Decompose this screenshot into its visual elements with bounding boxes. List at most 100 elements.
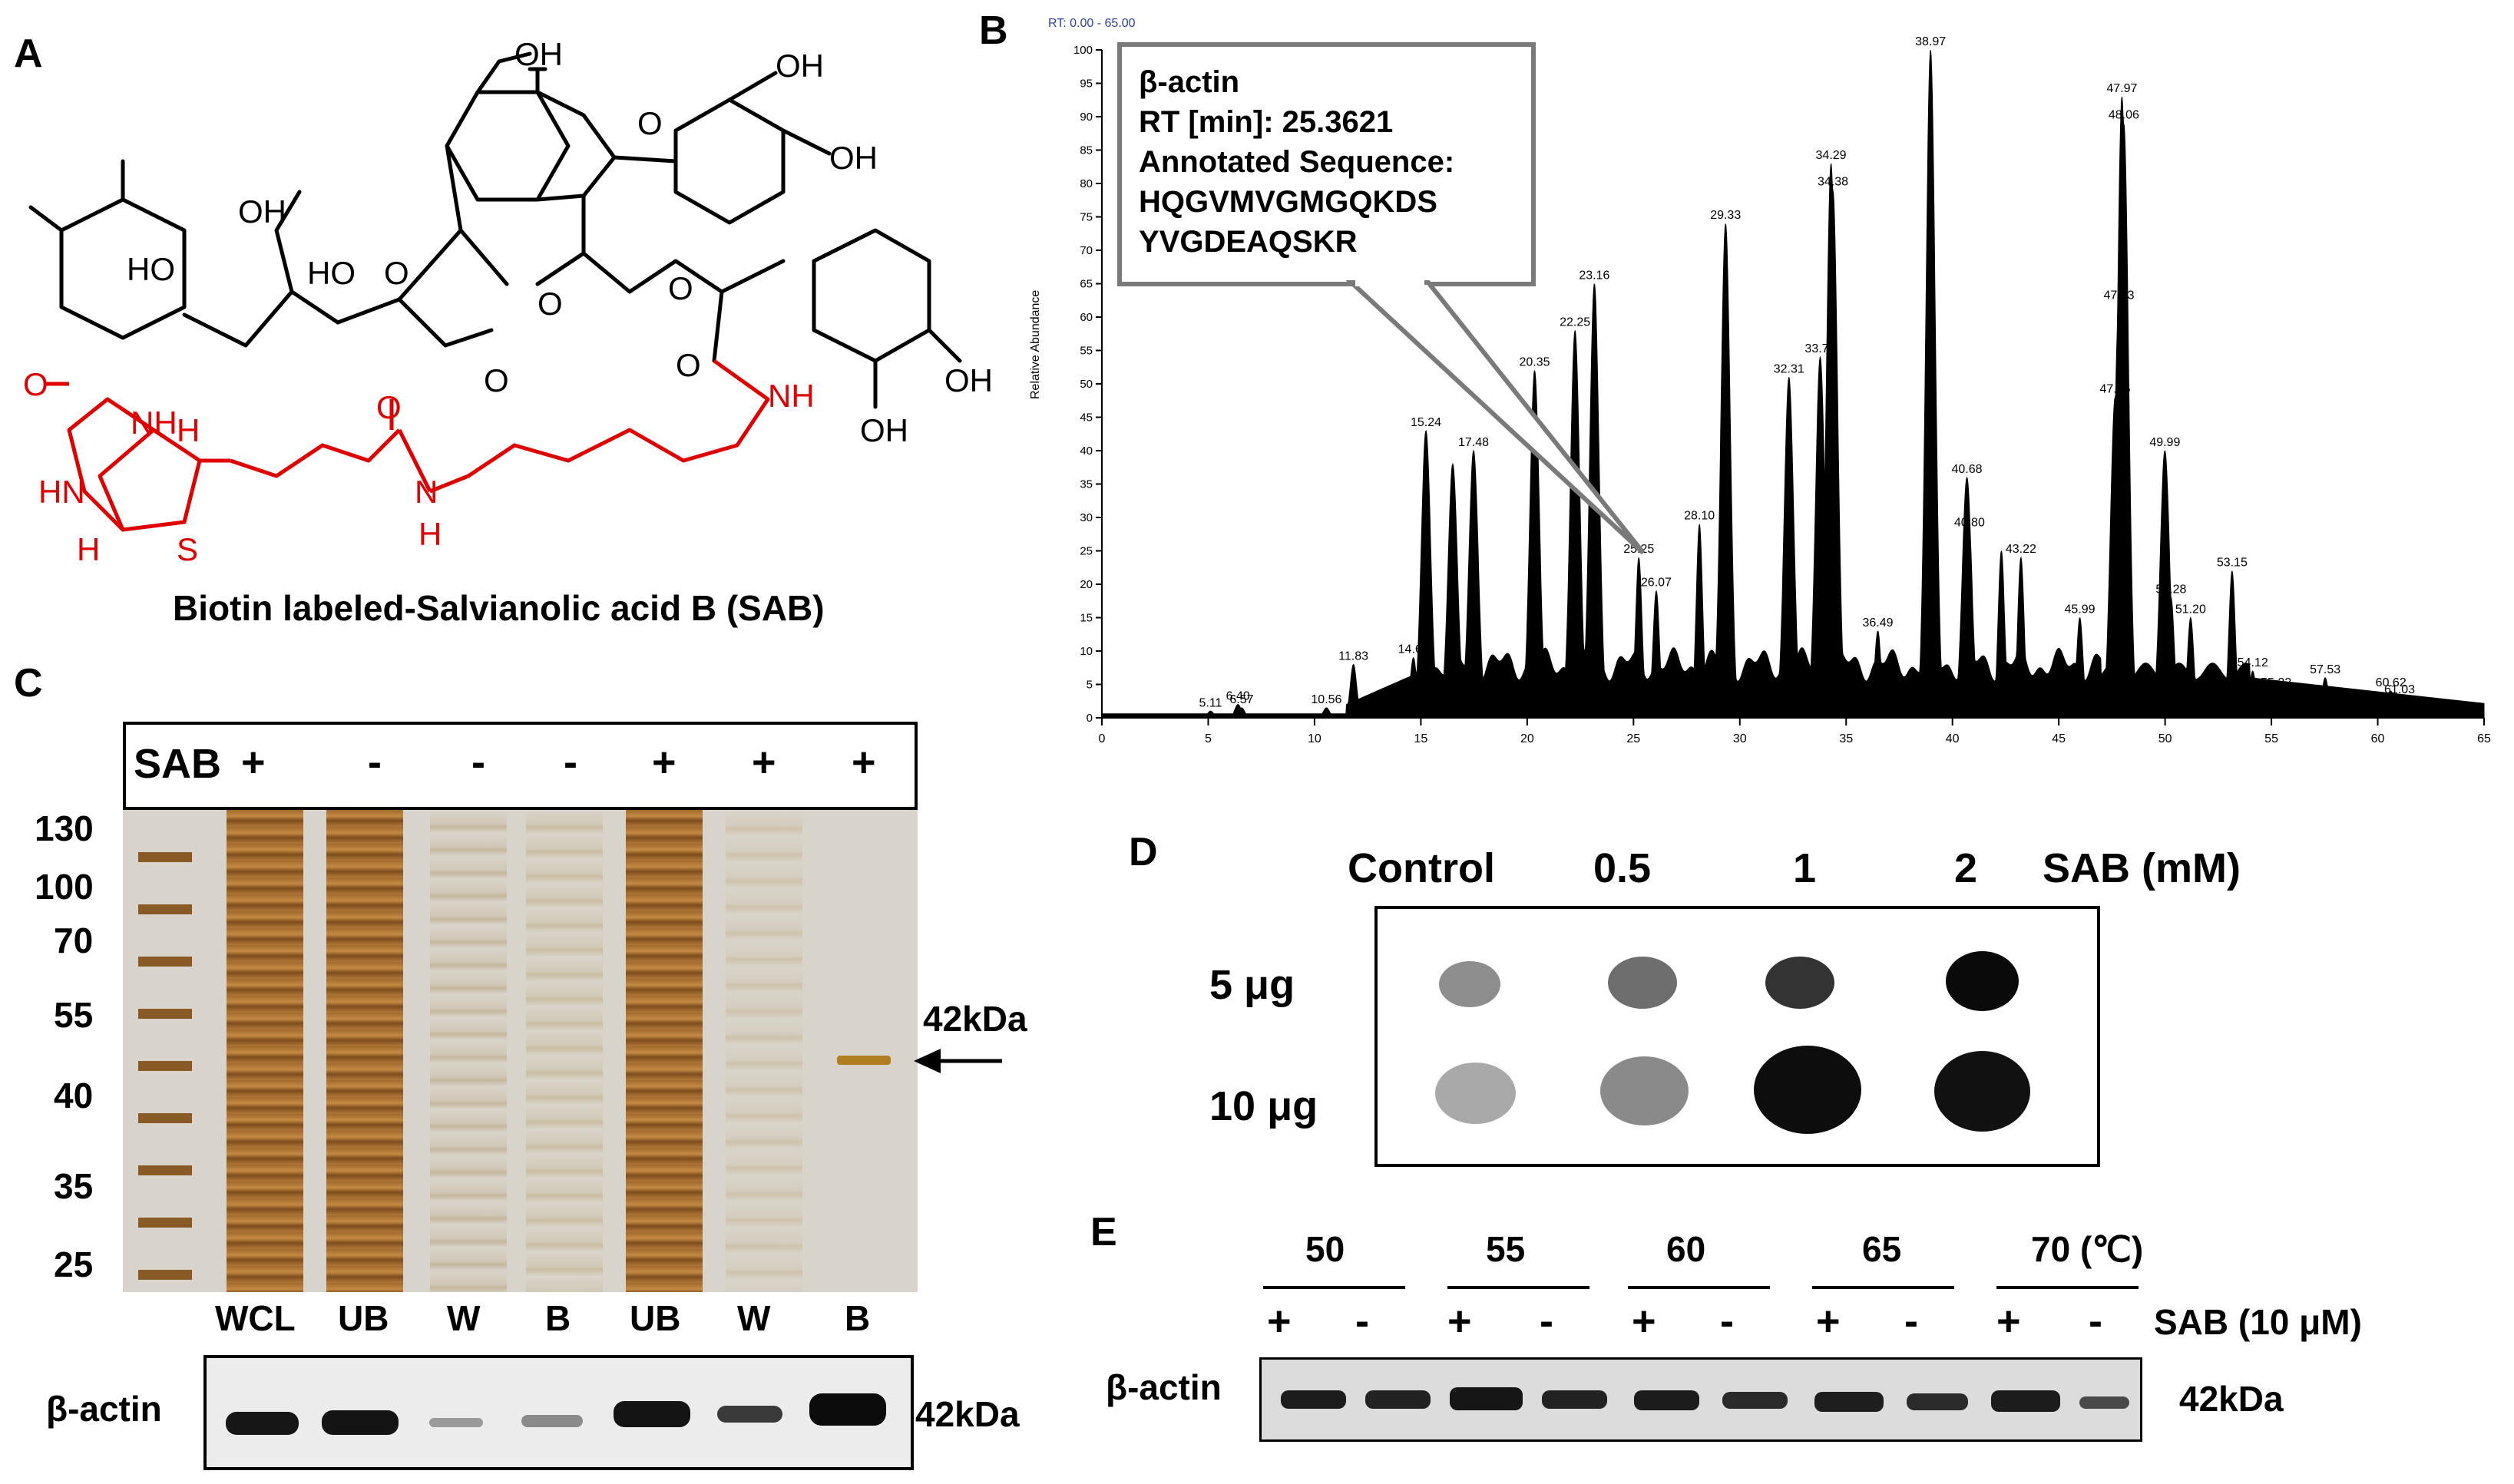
- marker-70: 70: [54, 920, 94, 960]
- callout-pointer: [1345, 279, 1646, 555]
- temp-55: 55: [1486, 1229, 1526, 1269]
- x-tick-label: 45: [2052, 732, 2066, 745]
- y-tick-label: 80: [1080, 177, 1093, 190]
- atom-o-red: O: [376, 389, 402, 425]
- atom-hn-red: HN: [38, 474, 85, 510]
- x-tick-label: 65: [2477, 732, 2491, 745]
- peak-label: 60.62: [2376, 676, 2406, 689]
- temp-line-55: [1447, 1286, 1589, 1289]
- peak-label: 40.80: [1954, 516, 1985, 529]
- dot-10ug-1: [1754, 1046, 1861, 1134]
- gel-lane-w1: [430, 810, 507, 1292]
- dot-col-0-5: 0.5: [1593, 845, 1652, 891]
- peak-label: 23.16: [1579, 269, 1609, 283]
- gel-lane-ub2: [626, 810, 703, 1292]
- lane-sign-2: -: [368, 739, 382, 785]
- atom-s-red: S: [177, 531, 198, 567]
- dot-col-control: Control: [1348, 845, 1495, 891]
- silver-gel: [123, 810, 918, 1292]
- marker-40: 40: [54, 1076, 94, 1115]
- e-sign-8: -: [1904, 1298, 1918, 1344]
- peak-label: 10.56: [1311, 693, 1341, 706]
- atom-ho-1: HO: [127, 251, 175, 287]
- y-tick-label: 95: [1080, 78, 1093, 91]
- blot-c-kda: 42kDa: [915, 1394, 1020, 1434]
- atom-oh-6: OH: [860, 412, 908, 448]
- panel-d-letter: D: [1129, 830, 1158, 874]
- atom-h2-red: H: [177, 412, 200, 448]
- blot-e-band-7: [1814, 1392, 1884, 1412]
- e-sign-5: +: [1632, 1298, 1656, 1344]
- lane-sign-4: -: [564, 739, 577, 785]
- blot-e-band-3: [1450, 1387, 1523, 1410]
- peak-label: 6.57: [1229, 693, 1253, 706]
- blot-c-band-2: [322, 1410, 399, 1435]
- lane-sign-5: +: [652, 739, 676, 785]
- gel-lane-w2: [726, 810, 802, 1292]
- e-sign-3: +: [1447, 1298, 1472, 1344]
- blot-c: [203, 1355, 914, 1470]
- lane-label-b2: B: [845, 1298, 871, 1338]
- temp-60: 60: [1666, 1229, 1706, 1269]
- peak-label: 14.65: [1398, 643, 1429, 656]
- atom-h3-red: H: [77, 531, 100, 567]
- peak-label: 47.83: [2103, 289, 2134, 302]
- peak-label: 28.10: [1684, 510, 1715, 523]
- lane-sign-6: +: [752, 739, 776, 785]
- temp-50: 50: [1305, 1229, 1345, 1269]
- x-tick-label: 25: [1626, 732, 1640, 745]
- y-tick-label: 35: [1080, 478, 1093, 491]
- x-tick-label: 30: [1733, 732, 1747, 745]
- y-tick-label: 65: [1080, 278, 1093, 291]
- x-tick-label: 35: [1839, 732, 1853, 745]
- blot-c-band-4: [521, 1415, 583, 1427]
- atom-o-3: O: [484, 362, 509, 398]
- y-tick-label: 0: [1087, 712, 1093, 725]
- atom-oh-4: OH: [238, 193, 286, 230]
- e-sign-7: +: [1816, 1298, 1841, 1344]
- y-tick-label: 40: [1080, 445, 1093, 458]
- y-tick-label: 60: [1080, 311, 1093, 324]
- x-tick-label: 20: [1520, 732, 1534, 745]
- peak-label: 47.97: [2106, 82, 2137, 95]
- blot-e-band-6: [1722, 1392, 1788, 1409]
- lane-label-ub2: UB: [630, 1298, 681, 1338]
- peak-label: 53.15: [2217, 557, 2248, 570]
- y-tick-label: 55: [1080, 345, 1093, 358]
- y-tick-label: 30: [1080, 511, 1093, 524]
- y-tick-label: 15: [1080, 612, 1093, 625]
- e-sign-6: -: [1720, 1298, 1734, 1344]
- blot-e: [1259, 1357, 2142, 1442]
- gel-band-42kda: [837, 1056, 891, 1065]
- y-tick-label: 5: [1087, 679, 1093, 692]
- peak-label: 48.06: [2109, 109, 2139, 122]
- dot-5ug-control: [1439, 961, 1500, 1007]
- marker-130: 130: [35, 808, 94, 848]
- x-tick-label: 10: [1308, 732, 1322, 745]
- blot-c-band-1: [226, 1412, 299, 1435]
- atom-o-2: O: [384, 255, 409, 291]
- blot-c-band-7: [809, 1393, 886, 1426]
- gel-lane-ub1: [326, 810, 403, 1292]
- peak-label: 51.20: [2175, 603, 2206, 616]
- x-tick-label: 50: [2158, 732, 2172, 745]
- x-tick-label: 0: [1099, 732, 1106, 745]
- dot-col-1: 1: [1793, 845, 1817, 891]
- peak-label: 6.40: [1226, 690, 1250, 703]
- peak-label: 11.83: [1338, 649, 1368, 663]
- peak-label: 32.31: [1774, 362, 1804, 375]
- atom-o-1: O: [637, 105, 663, 141]
- lane-sign-1: +: [241, 739, 266, 785]
- temp-line-70: [1996, 1286, 2139, 1289]
- temp-line-60: [1628, 1286, 1770, 1289]
- peak-label: 47.65: [2100, 382, 2131, 395]
- peak-label: 34.38: [1818, 176, 1848, 189]
- temp-70: 70 (℃): [2031, 1229, 2144, 1269]
- atom-ho-2: HO: [307, 255, 356, 291]
- e-sign-2: -: [1355, 1298, 1369, 1344]
- peak-label: 45.99: [2065, 603, 2096, 616]
- y-tick-label: 70: [1080, 244, 1093, 257]
- atom-nh-1: NH: [768, 378, 815, 414]
- callout-seq1: HQGVMVGMGQKDS: [1139, 185, 1437, 219]
- x-tick-label: 60: [2371, 732, 2385, 745]
